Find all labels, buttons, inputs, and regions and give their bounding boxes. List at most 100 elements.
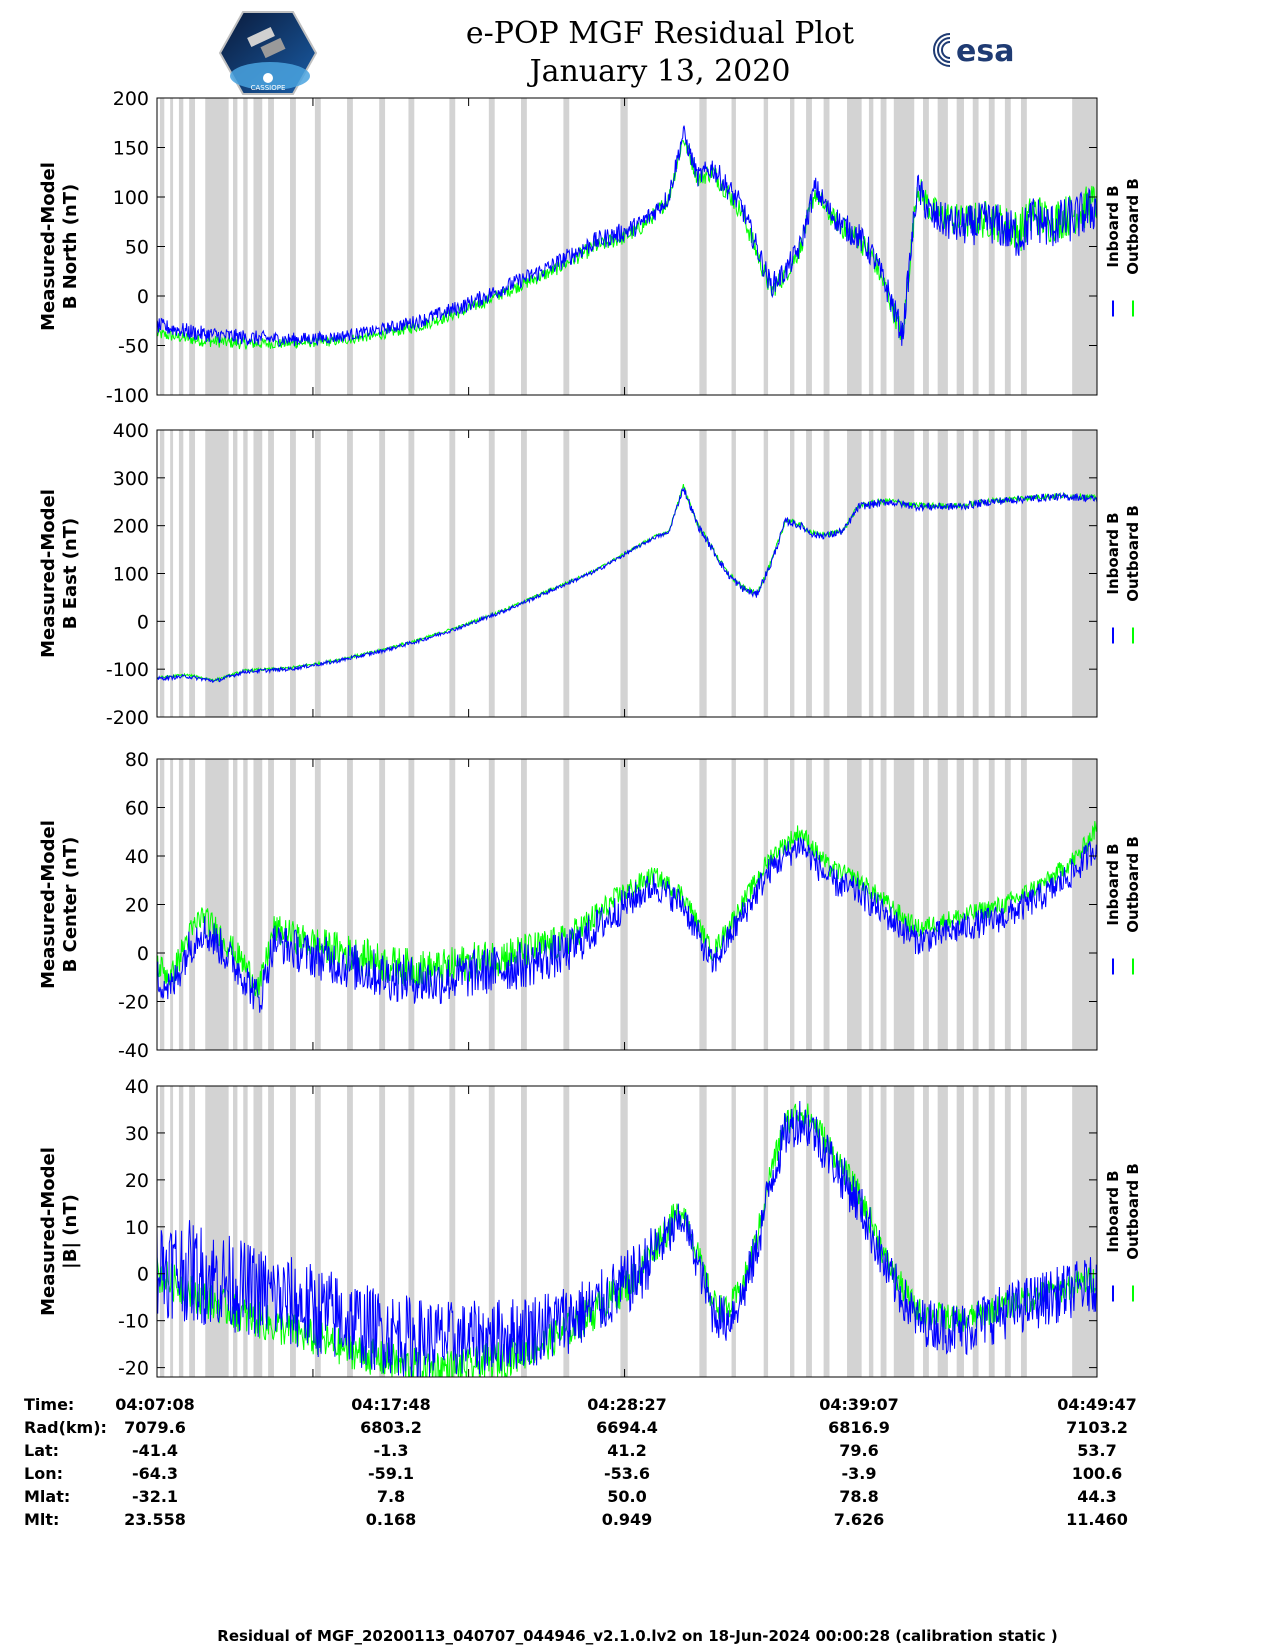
data-gap-band — [449, 430, 456, 717]
y-tick-label: -20 — [118, 1358, 149, 1380]
data-gap-band — [763, 98, 769, 395]
y-axis-label-line1: Measured-Model — [38, 489, 59, 658]
ephemeris-label: Time: — [24, 1395, 75, 1414]
data-gap-band — [449, 98, 456, 395]
y-tick-label: 20 — [125, 895, 149, 917]
legend-entry-outboard: Outboard B — [1124, 836, 1142, 933]
ephemeris-row: Lon: -64.3 -59.1 -53.6 -3.9 100.6 — [0, 1464, 1275, 1488]
ephemeris-value: 79.6 — [839, 1441, 879, 1460]
data-gap-band — [937, 1086, 948, 1377]
y-tick-label: -40 — [118, 1040, 149, 1062]
data-gap-band — [847, 1086, 862, 1377]
data-gap-band — [488, 98, 495, 395]
data-gap-band — [823, 430, 830, 717]
data-gap-band — [290, 98, 296, 395]
data-gap-band — [972, 759, 979, 1050]
ephemeris-value: 0.168 — [365, 1510, 417, 1529]
data-gap-band — [253, 98, 263, 395]
ephemeris-label: Mlt: — [24, 1510, 60, 1529]
y-axis-label-line1: Measured-Model — [38, 1147, 59, 1316]
data-gap-band — [923, 759, 929, 1050]
y-tick-label: 60 — [125, 798, 149, 820]
data-gap-band — [379, 759, 386, 1050]
data-gap-band — [205, 1086, 229, 1377]
data-gap-band — [253, 1086, 263, 1377]
data-gap-band — [972, 430, 979, 717]
data-gap-band — [988, 1086, 995, 1377]
legend-entry-outboard: Outboard B — [1124, 1163, 1142, 1260]
data-gap-band — [563, 1086, 570, 1377]
data-gap-band — [521, 1086, 527, 1377]
data-gap-band — [205, 430, 229, 717]
y-axis-label-line2: B North (nT) — [60, 184, 81, 310]
legend: Inboard B Outboard B — [1104, 505, 1142, 602]
y-tick-label: 50 — [125, 237, 149, 259]
data-gap-band — [731, 759, 736, 1050]
y-axis-label: Measured-Model|B| (nT) — [38, 1147, 81, 1316]
data-gap-band — [790, 1086, 795, 1377]
chart-panel-3: -40 -20 0 20 40 60 80 Measured-ModelB Center (n… — [38, 749, 1142, 1062]
cassiope-logo-text: CASSIOPE — [251, 84, 286, 92]
esa-logo: esa — [933, 33, 1014, 69]
data-gap-band — [1020, 430, 1027, 717]
ephemeris-value: 7.626 — [833, 1510, 885, 1529]
ephemeris-row: Time: 04:07:08 04:17:48 04:28:27 04:39:07 04:… — [0, 1395, 1275, 1419]
data-gap-band — [923, 1086, 929, 1377]
data-gap-band — [893, 759, 915, 1050]
data-gap-band — [847, 430, 862, 717]
data-gap-band — [488, 1086, 495, 1377]
chart-panel-4: -20 -10 0 10 20 30 40 Measured-Model|B| (nT) Inb… — [38, 1076, 1142, 1380]
data-gap-band — [620, 98, 628, 395]
data-gap-band — [790, 430, 795, 717]
ephemeris-value: 04:07:08 — [115, 1395, 195, 1414]
y-axis-label-line2: B East (nT) — [60, 518, 81, 630]
y-tick-label: 300 — [113, 468, 149, 490]
data-gap-band — [170, 430, 174, 717]
chart-panel-2: -200 -100 0 100 200 300 400 Measured-ModelB Eas… — [38, 420, 1142, 729]
data-gap-band — [868, 1086, 874, 1377]
ephemeris-value: 04:17:48 — [351, 1395, 431, 1414]
data-gap-band — [847, 759, 862, 1050]
series-line-inboard — [157, 837, 1097, 1013]
data-gap-band — [956, 98, 964, 395]
data-gap-band — [178, 430, 184, 717]
data-gap-band — [956, 430, 964, 717]
y-axis-label: Measured-ModelB North (nT) — [38, 162, 81, 331]
series-line-outboard — [157, 821, 1097, 998]
esa-logo-text: esa — [956, 34, 1014, 69]
plot-frame — [156, 1085, 1098, 1378]
y-axis-label: Measured-ModelB Center (nT) — [38, 820, 81, 989]
data-gap-band — [290, 759, 296, 1050]
y-axis-label-line1: Measured-Model — [38, 162, 59, 331]
data-gap-band — [253, 759, 263, 1050]
data-gap-band — [170, 1086, 174, 1377]
data-gap-band — [488, 430, 495, 717]
y-tick-label: 0 — [137, 1264, 149, 1286]
data-gap-band — [847, 98, 862, 395]
data-gap-band — [233, 98, 238, 395]
ephemeris-value: 6803.2 — [360, 1418, 422, 1437]
data-gap-band — [314, 98, 321, 395]
data-gap-band — [563, 98, 570, 395]
data-gap-band — [806, 430, 812, 717]
y-tick-label: 400 — [113, 420, 149, 442]
data-gap-band — [243, 759, 248, 1050]
ephemeris-value: 11.460 — [1066, 1510, 1128, 1529]
data-gap-band — [347, 98, 353, 395]
data-gap-band — [823, 98, 830, 395]
data-gap-band — [205, 98, 229, 395]
data-gap-band — [763, 759, 769, 1050]
data-gap-band — [1004, 759, 1011, 1050]
ephemeris-label: Lon: — [24, 1464, 63, 1483]
data-gap-band — [314, 759, 321, 1050]
data-gap-band — [699, 430, 707, 717]
data-gap-band — [806, 1086, 812, 1377]
data-gap-band — [233, 759, 238, 1050]
ephemeris-value: -41.4 — [131, 1441, 179, 1460]
ephemeris-label: Mlat: — [24, 1487, 71, 1506]
ephemeris-row: Rad(km): 7079.6 6803.2 6694.4 6816.9 7103.2 — [0, 1418, 1275, 1442]
data-gap-band — [563, 430, 570, 717]
data-gap-band — [408, 1086, 415, 1377]
y-tick-label: -200 — [106, 707, 149, 729]
y-tick-label: 30 — [125, 1123, 149, 1145]
